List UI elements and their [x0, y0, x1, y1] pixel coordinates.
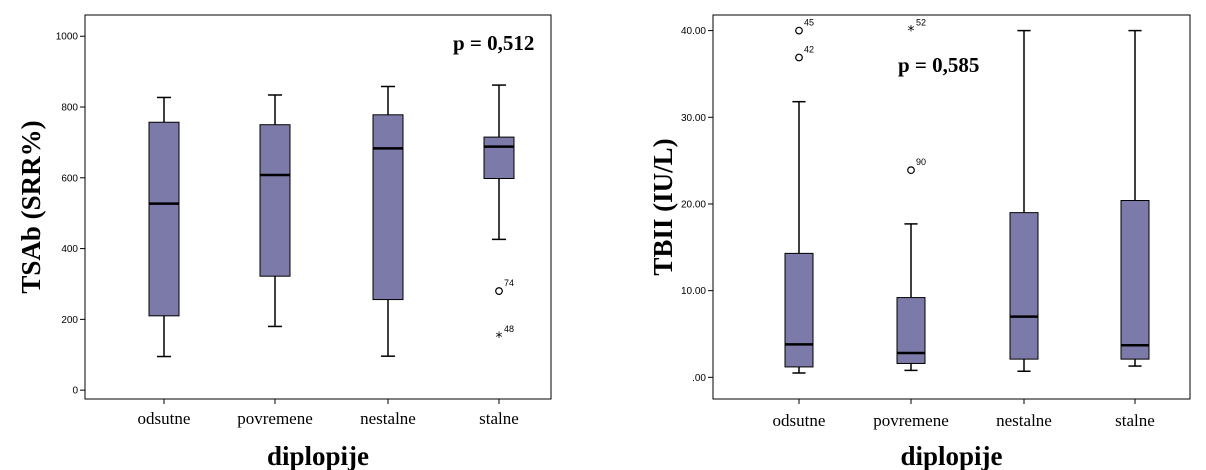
iqr-box — [259, 124, 291, 277]
outlier-90: 90 — [907, 157, 926, 175]
outlier-48: *48 — [496, 324, 515, 346]
y-tick-label: 10.00 — [681, 286, 706, 297]
outlier-circle-marker — [795, 53, 803, 62]
y-tick-label: 0 — [72, 386, 78, 397]
box-nestalne — [372, 85, 404, 357]
outlier-52: *52 — [908, 18, 927, 40]
y-tick-label: 600 — [61, 173, 78, 184]
outlier-74: 74 — [495, 278, 514, 295]
box-odsutne — [784, 100, 814, 374]
iqr-box — [1009, 212, 1039, 360]
outlier-label: 45 — [804, 18, 814, 28]
x-axis-title: diplopije — [267, 441, 369, 470]
x-tick-label-odsutne: odsutne — [773, 411, 826, 430]
outlier-circle-marker — [907, 166, 915, 175]
outlier-label: 42 — [804, 44, 814, 54]
box-stalne — [1120, 29, 1150, 367]
x-tick-label-povremene: povremene — [237, 409, 313, 428]
y-tick-label: 400 — [61, 244, 78, 255]
outlier-star-marker: * — [908, 24, 915, 40]
outlier-label: 74 — [504, 278, 514, 288]
outlier-label: 90 — [916, 157, 926, 167]
x-tick-label-nestalne: nestalne — [360, 409, 416, 428]
x-axis-title: diplopije — [900, 441, 1002, 470]
left-boxplot-tsab: 0 200 400 600 800 1000 odsutne povremene nestaln… — [16, 14, 552, 470]
box-povremene — [896, 223, 926, 372]
y-axis-title: TBII (IU/L) — [648, 138, 678, 275]
y-tick-label: 20.00 — [681, 199, 706, 210]
y-tick-label: 1000 — [56, 32, 79, 43]
iqr-box — [784, 252, 814, 368]
p-value-annotation: p = 0,585 — [898, 53, 979, 77]
y-tick-label: 800 — [61, 103, 78, 114]
iqr-box — [483, 136, 515, 180]
box-stalne — [483, 84, 515, 241]
iqr-box — [1120, 199, 1150, 360]
y-tick-label: .00 — [692, 373, 706, 384]
box-povremene — [259, 94, 291, 328]
p-value-annotation: p = 0,512 — [453, 31, 534, 55]
y-axis-title: TSAb (SRR%) — [16, 120, 46, 293]
outlier-42: 42 — [795, 44, 814, 62]
iqr-box — [372, 114, 404, 301]
iqr-box — [148, 121, 180, 317]
x-tick-label-stalne: stalne — [1115, 411, 1155, 430]
outlier-45: 45 — [795, 18, 814, 35]
y-tick-label: 200 — [61, 315, 78, 326]
y-tick-label: 30.00 — [681, 113, 706, 124]
x-tick-label-odsutne: odsutne — [138, 409, 191, 428]
right-boxplot-tbii: .00 10.00 20.00 30.00 40.00 odsutne povremene n… — [648, 14, 1191, 470]
outlier-circle-marker — [795, 26, 803, 35]
y-tick-label: 40.00 — [681, 26, 706, 37]
x-tick-label-povremene: povremene — [873, 411, 949, 430]
outlier-star-marker: * — [496, 330, 503, 346]
outlier-circle-marker — [495, 287, 503, 295]
outlier-label: 52 — [916, 18, 926, 28]
x-tick-label-nestalne: nestalne — [996, 411, 1052, 430]
outlier-label: 48 — [504, 324, 514, 334]
box-nestalne — [1009, 29, 1039, 373]
box-odsutne — [148, 96, 180, 358]
x-tick-label-stalne: stalne — [479, 409, 519, 428]
